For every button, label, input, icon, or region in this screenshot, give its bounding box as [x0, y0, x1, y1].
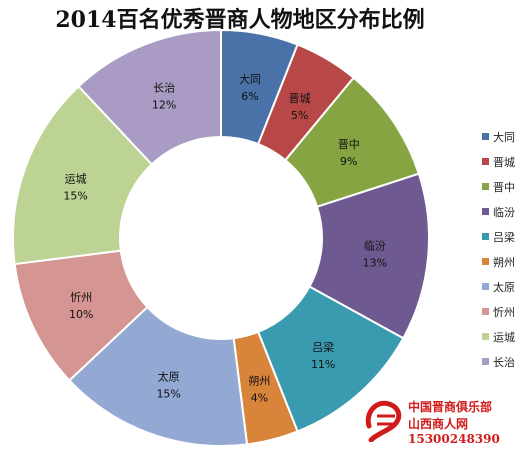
slice-value-label: 11%: [311, 358, 335, 371]
legend-item: 晋城: [482, 149, 515, 174]
slice-label: 朔州: [248, 375, 270, 388]
legend-item: 大同: [482, 124, 515, 149]
legend-swatch: [482, 158, 489, 165]
legend-item: 朔州: [482, 249, 515, 274]
legend-label: 忻州: [493, 305, 515, 319]
legend-label: 大同: [493, 130, 515, 144]
slice-label: 晋城: [289, 92, 311, 105]
legend-item: 临汾: [482, 199, 515, 224]
legend-label: 晋中: [493, 180, 515, 194]
legend-label: 长治: [493, 355, 515, 369]
chart-legend: 大同晋城晋中临汾吕梁朔州太原忻州运城长治: [482, 124, 515, 374]
legend-label: 太原: [493, 280, 515, 294]
donut-slice: [77, 28, 222, 166]
legend-swatch: [482, 358, 489, 365]
legend-item: 吕梁: [482, 224, 515, 249]
slice-label: 长治: [153, 80, 175, 94]
watermark: 中国晋商俱乐部 山西商人网 15300248390: [363, 392, 523, 448]
slice-value-label: 6%: [241, 90, 258, 103]
slice-label: 临汾: [364, 239, 386, 253]
slice-label: 运城: [65, 173, 87, 186]
legend-swatch: [482, 258, 489, 265]
slice-label: 太原: [158, 370, 180, 383]
legend-label: 晋城: [493, 155, 515, 169]
legend-swatch: [482, 133, 489, 140]
slice-value-label: 9%: [340, 155, 357, 168]
logo-icon: [365, 400, 402, 442]
watermark-line3: 15300248390: [408, 432, 500, 446]
legend-item: 晋中: [482, 174, 515, 199]
legend-swatch: [482, 333, 489, 340]
slice-value-label: 12%: [152, 98, 176, 111]
legend-swatch: [482, 208, 489, 215]
donut-slice: [12, 84, 154, 266]
slice-value-label: 13%: [363, 257, 387, 270]
legend-item: 忻州: [482, 299, 515, 324]
legend-label: 临汾: [493, 205, 515, 219]
slice-value-label: 15%: [156, 387, 180, 400]
slice-value-label: 5%: [291, 109, 308, 122]
legend-swatch: [482, 308, 489, 315]
slice-label: 吕梁: [312, 340, 334, 354]
slice-label: 晋中: [338, 138, 360, 151]
donut-slice: [67, 305, 249, 447]
legend-label: 朔州: [493, 255, 515, 269]
chart-title: 2014百名优秀晋商人物地区分布比例: [55, 7, 425, 33]
donut-slice: [308, 172, 430, 340]
watermark-line2: 山西商人网: [408, 417, 469, 431]
legend-item: 太原: [482, 274, 515, 299]
watermark-line1: 中国晋商俱乐部: [408, 400, 493, 414]
legend-swatch: [482, 283, 489, 290]
slice-label: 忻州: [70, 291, 92, 304]
legend-swatch: [482, 183, 489, 190]
legend-item: 长治: [482, 349, 515, 374]
slice-value-label: 15%: [63, 190, 87, 203]
legend-item: 运城: [482, 324, 515, 349]
slice-label: 大同: [239, 72, 261, 86]
legend-swatch: [482, 233, 489, 240]
slice-value-label: 10%: [69, 308, 93, 321]
slice-value-label: 4%: [251, 392, 268, 405]
legend-label: 吕梁: [493, 230, 515, 244]
legend-label: 运城: [493, 330, 515, 344]
